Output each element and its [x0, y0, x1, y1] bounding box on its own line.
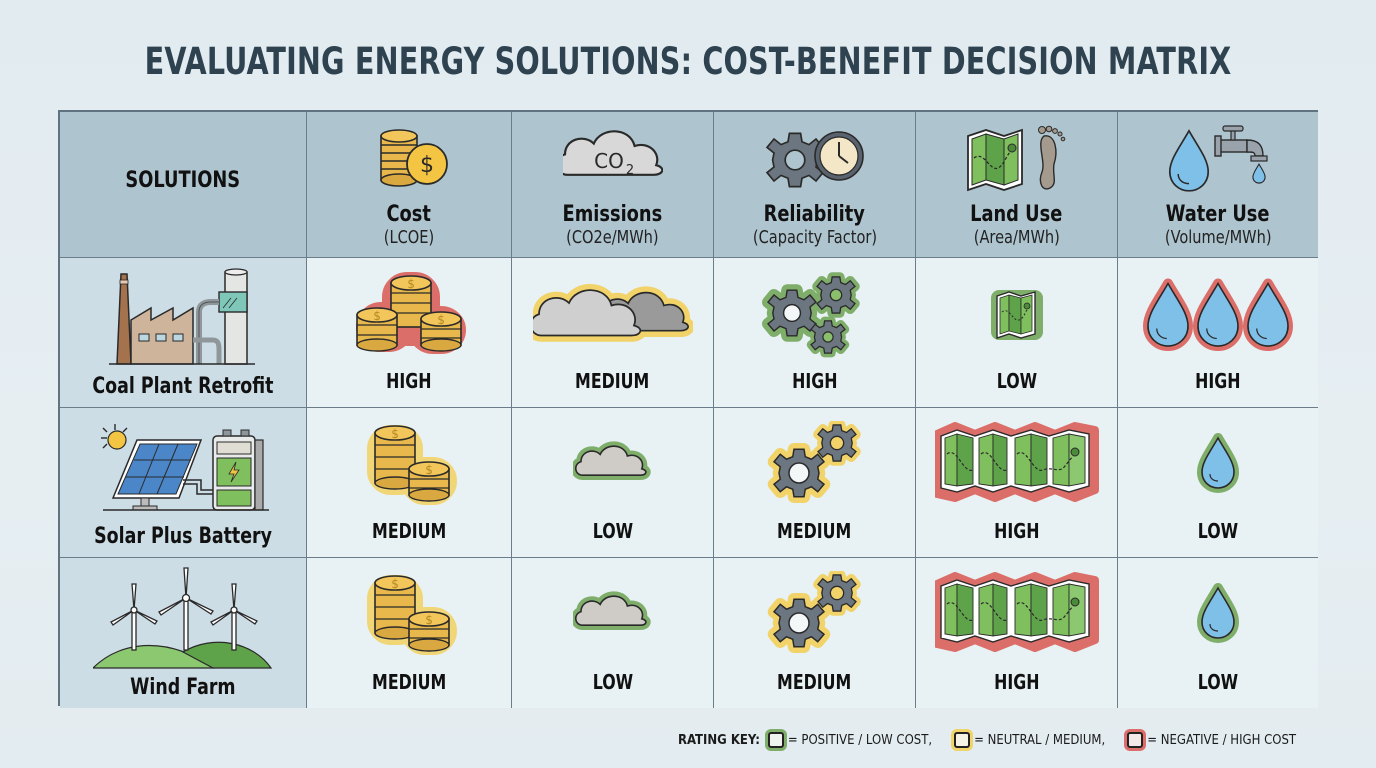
three-gears-icon [760, 269, 870, 359]
coins-three-stacks-icon: $ $ $ [356, 271, 466, 354]
rating-cell: $ $ $ HIGH [307, 258, 512, 408]
coins-two-stacks-icon: $ $ [367, 424, 457, 505]
svg-text:2: 2 [625, 163, 633, 178]
rating-label: MEDIUM [371, 670, 447, 694]
coin-stack-dollar-icon: $ [380, 128, 448, 187]
co2-cloud-icon: CO 2 [562, 129, 663, 178]
criterion-title: Reliability [763, 202, 866, 227]
single-drop-icon [1193, 581, 1243, 647]
coal-plant-icon [109, 268, 255, 365]
svg-text:$: $ [437, 313, 445, 327]
rating-label: MEDIUM [777, 519, 852, 543]
criterion-header-cost: $ Cost (LCOE) [307, 112, 512, 258]
svg-text:$: $ [391, 427, 399, 441]
water-drop-faucet-icon [1168, 124, 1268, 192]
rating-key-neutral: = NEUTRAL / MEDIUM, [974, 732, 1106, 748]
solutions-header-label: SOLUTIONS [125, 168, 241, 193]
rating-cell: HIGH [714, 258, 916, 408]
criterion-title: Cost [386, 202, 432, 227]
criterion-subtitle: (Volume/MWh) [1164, 227, 1272, 248]
rating-label: MEDIUM [371, 519, 447, 543]
criterion-title: Water Use [1166, 202, 1270, 227]
rating-cell: HIGH [916, 558, 1118, 708]
rating-label: HIGH [386, 369, 432, 393]
solutions-header: SOLUTIONS [60, 112, 307, 258]
solar-battery-icon [101, 424, 269, 511]
small-cloud-icon [573, 436, 653, 492]
rating-cell: LOW [1118, 408, 1318, 558]
criterion-header-reliability: Reliability (Capacity Factor) [714, 112, 916, 258]
neutral-swatch-icon [954, 732, 971, 748]
rating-label: HIGH [993, 670, 1040, 694]
rating-key-positive: = POSITIVE / LOW COST, [787, 732, 933, 748]
rating-cell: $ $ MEDIUM [307, 558, 512, 708]
rating-label: LOW [1197, 519, 1239, 543]
svg-text:$: $ [391, 577, 399, 591]
rating-key-label: RATING KEY: [678, 732, 760, 748]
rating-cell: $ $ MEDIUM [307, 408, 512, 558]
rating-cell: LOW [916, 258, 1118, 408]
large-map-icon [934, 421, 1099, 502]
criterion-header-land-use: Land Use (Area/MWh) [916, 112, 1118, 258]
rating-cell: MEDIUM [714, 558, 916, 708]
rating-label: MEDIUM [777, 670, 852, 694]
single-drop-icon [1193, 431, 1243, 497]
rating-cell: HIGH [916, 408, 1118, 558]
criterion-subtitle: (LCOE) [383, 227, 435, 248]
rating-label: LOW [996, 369, 1037, 393]
rating-key-negative: = NEGATIVE / HIGH COST [1147, 732, 1297, 748]
svg-text:$: $ [420, 153, 434, 178]
gear-clock-icon [765, 130, 864, 187]
coins-two-stacks-icon: $ $ [367, 575, 457, 655]
decision-matrix: SOLUTIONS $ Cost (LCOE) [58, 110, 1318, 708]
two-gears-icon [765, 571, 865, 657]
solution-label: Coal Plant Retrofit [92, 374, 274, 399]
criterion-subtitle: (Capacity Factor) [752, 227, 877, 248]
rating-label: LOW [592, 670, 633, 694]
rating-label: HIGH [1195, 369, 1241, 393]
rating-cell: LOW [512, 558, 714, 708]
small-map-icon [990, 289, 1043, 340]
small-cloud-icon [573, 586, 653, 642]
rating-cell: LOW [512, 408, 714, 558]
svg-text:$: $ [407, 277, 415, 291]
criterion-subtitle: (CO2e/MWh) [566, 227, 659, 248]
solution-label: Wind Farm [130, 675, 236, 700]
criterion-header-water-use: Water Use (Volume/MWh) [1118, 112, 1318, 258]
rating-cell: MEDIUM [714, 408, 916, 558]
criterion-title: Emissions [562, 202, 663, 227]
wind-turbines-icon [93, 566, 273, 669]
three-drops-icon [1138, 274, 1298, 354]
criterion-header-emissions: CO 2 Emissions (CO2e/MWh) [512, 112, 714, 258]
large-map-icon [934, 572, 1099, 652]
rating-label: MEDIUM [575, 369, 650, 393]
positive-swatch-icon [767, 732, 784, 748]
rating-key: RATING KEY: = POSITIVE / LOW COST, = NEU… [678, 729, 1296, 751]
two-clouds-icon [532, 274, 693, 354]
rating-label: HIGH [993, 519, 1040, 543]
svg-text:CO: CO [594, 149, 624, 173]
rating-label: LOW [1197, 670, 1239, 694]
rating-cell: HIGH [1118, 258, 1318, 408]
svg-text:$: $ [425, 613, 433, 627]
negative-swatch-icon [1127, 732, 1144, 748]
rating-label: HIGH [791, 369, 838, 393]
solution-label: Solar Plus Battery [94, 524, 272, 549]
page-title: EVALUATING ENERGY SOLUTIONS: COST-BENEFI… [144, 40, 1232, 83]
criterion-title: Land Use [970, 202, 1063, 227]
rating-cell: LOW [1118, 558, 1318, 708]
svg-text:$: $ [373, 309, 381, 323]
rating-cell: MEDIUM [512, 258, 714, 408]
solution-coal-plant-retrofit: Coal Plant Retrofit [60, 258, 307, 408]
criterion-subtitle: (Area/MWh) [973, 227, 1060, 248]
map-footprint-icon [966, 125, 1065, 191]
rating-label: LOW [592, 519, 633, 543]
two-gears-icon [765, 421, 865, 507]
solution-solar-plus-battery: Solar Plus Battery [60, 408, 307, 558]
svg-text:$: $ [425, 463, 433, 477]
solution-wind-farm: Wind Farm [60, 558, 307, 708]
